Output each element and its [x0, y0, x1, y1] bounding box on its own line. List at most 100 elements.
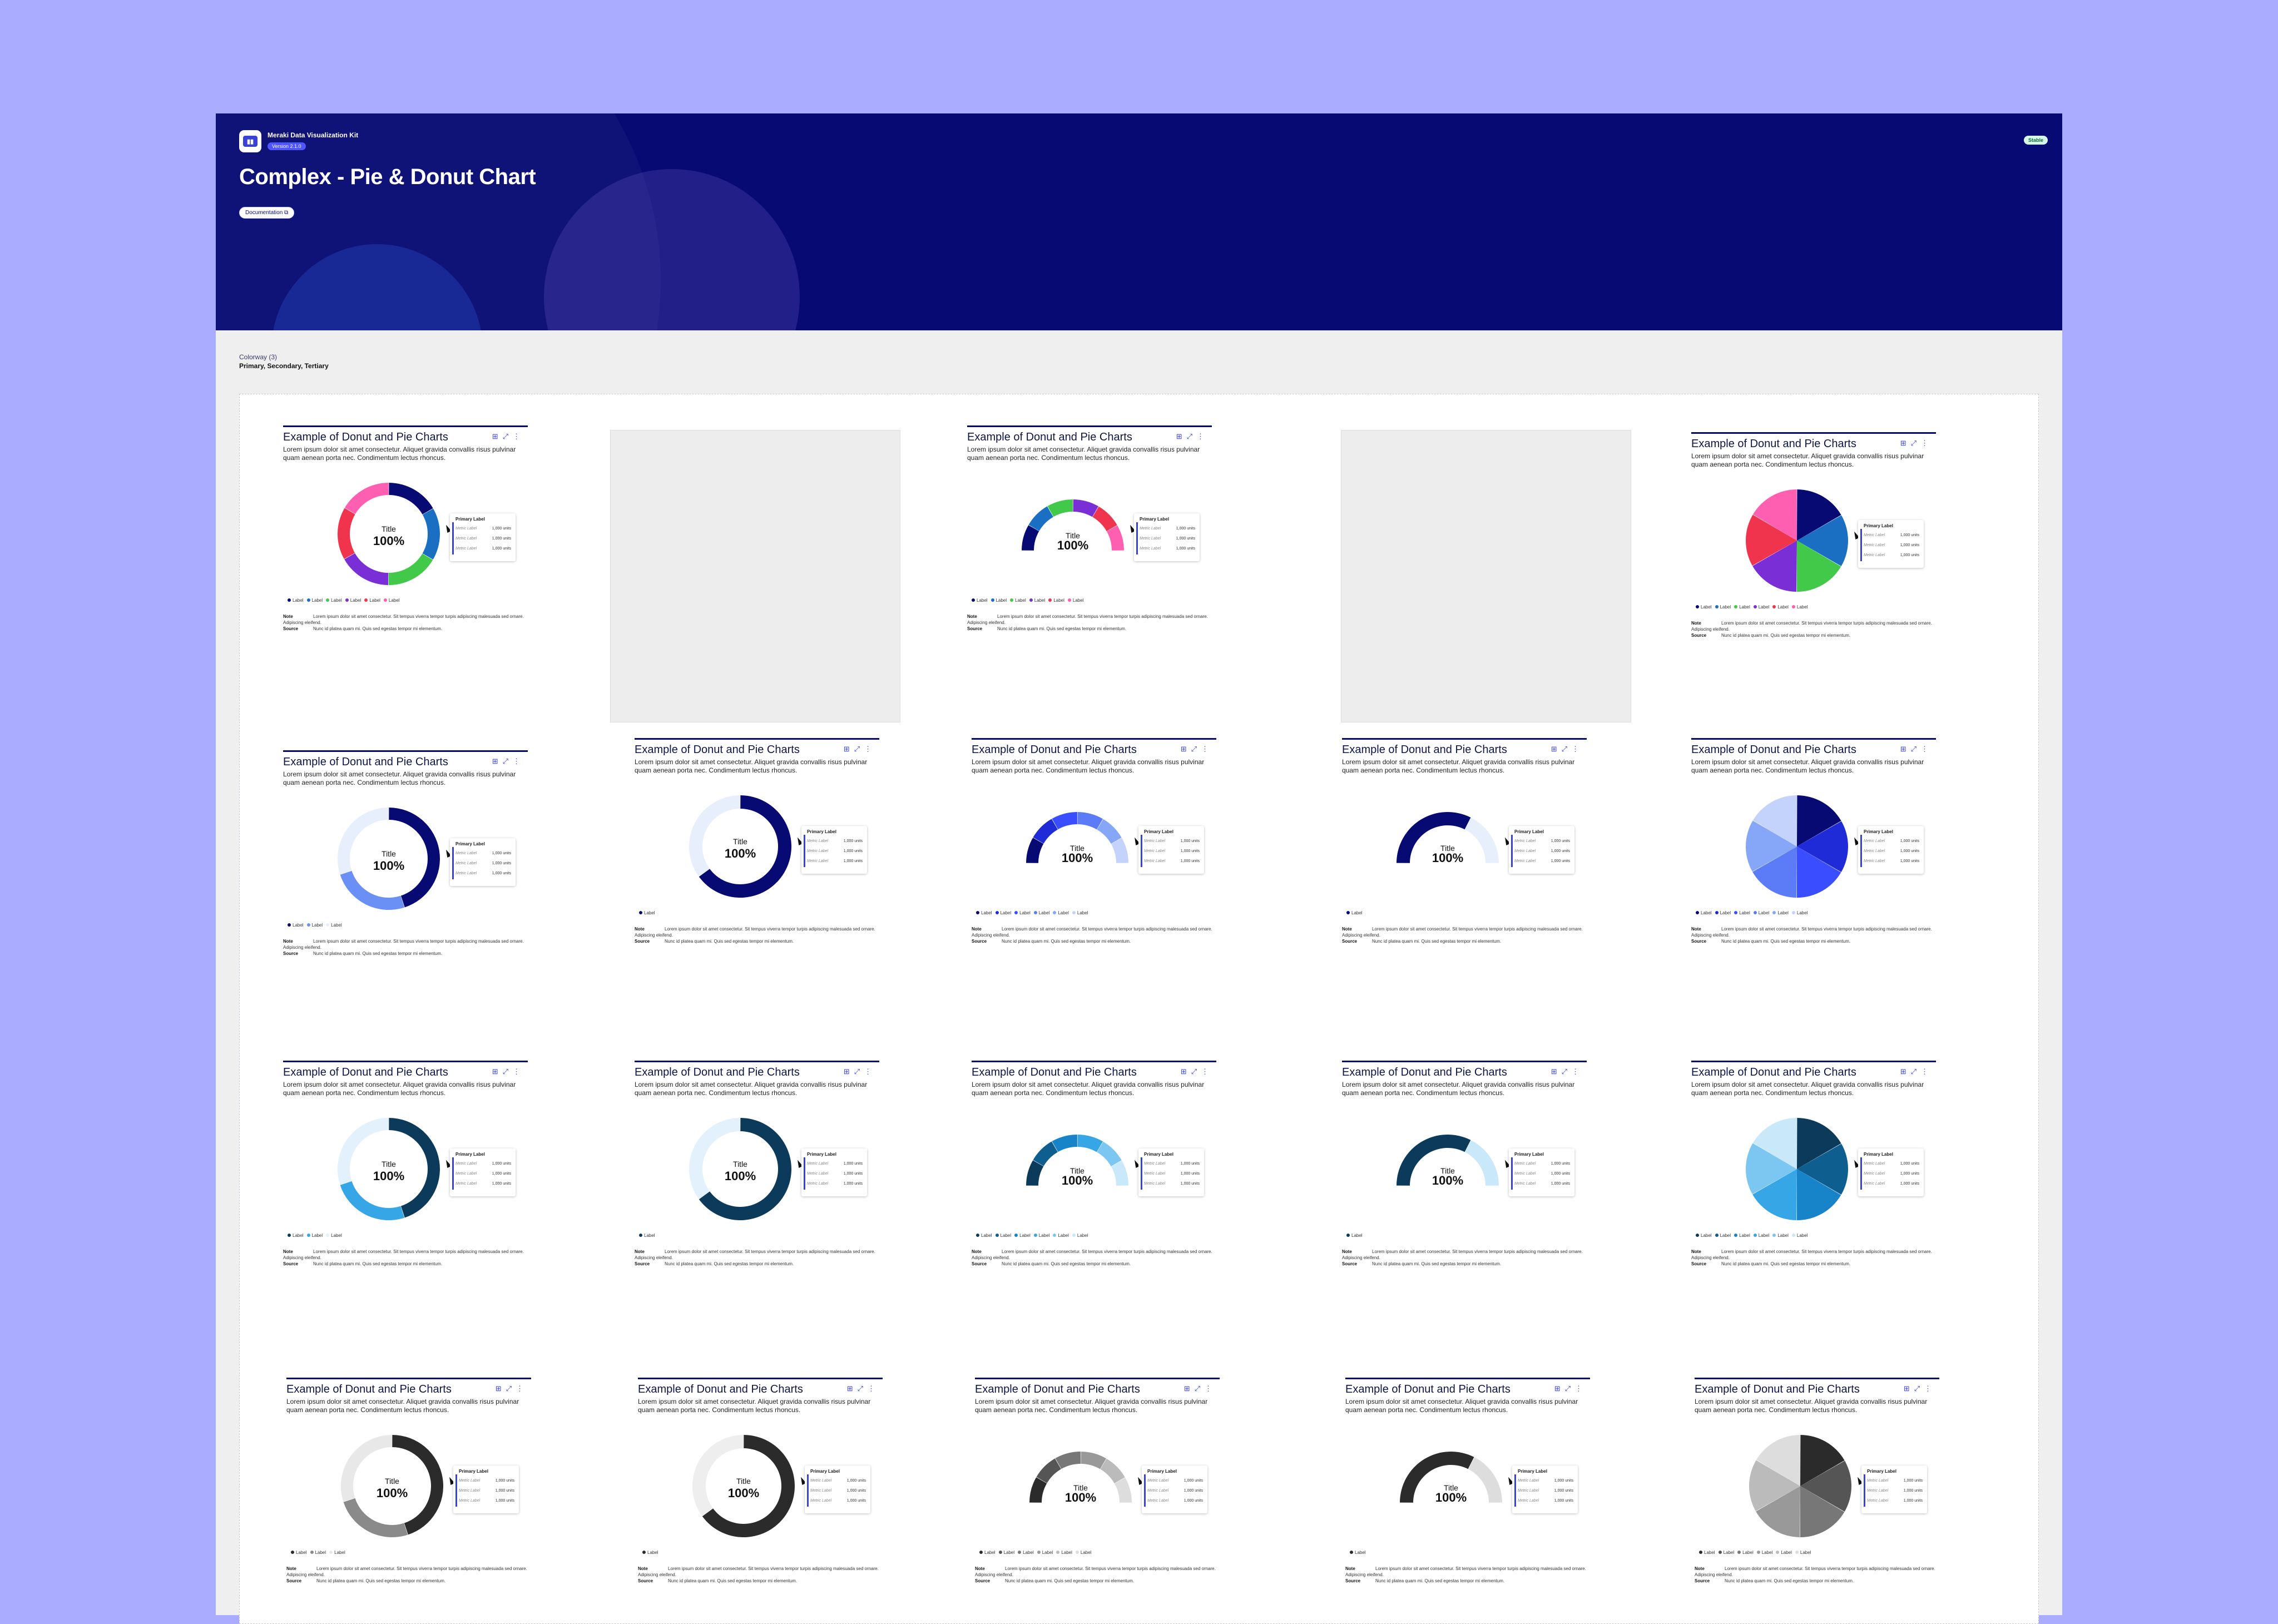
legend-item[interactable]: Label [1754, 1550, 1772, 1555]
legend-item[interactable]: Label [284, 598, 304, 603]
more-icon[interactable]: ⋮ [1197, 432, 1209, 440]
chart-segment[interactable] [1796, 846, 1841, 898]
chart-segment[interactable] [1055, 1452, 1081, 1469]
chart-segment[interactable] [1114, 1477, 1132, 1503]
chart-segment[interactable] [1033, 1141, 1058, 1166]
legend-item[interactable]: Label [1064, 598, 1083, 603]
legend-item[interactable]: Label [1792, 1550, 1811, 1555]
chart-segment[interactable] [389, 1118, 440, 1218]
chart-segment[interactable] [1797, 821, 1848, 873]
more-icon[interactable]: ⋮ [1572, 745, 1583, 753]
more-icon[interactable]: ⋮ [1921, 745, 1933, 753]
chart-segment[interactable] [1111, 838, 1128, 863]
donut-chart[interactable] [1736, 785, 1858, 908]
legend-item[interactable]: Label [968, 598, 988, 603]
expand-icon[interactable]: ⤢ [506, 1384, 516, 1393]
legend-item[interactable]: Label [323, 598, 342, 603]
legend-item[interactable]: Label [1789, 605, 1807, 610]
chart-segment[interactable] [392, 1435, 444, 1535]
legend-item[interactable]: Label [1769, 1233, 1789, 1238]
chart-segment[interactable] [1097, 819, 1122, 844]
legend-item[interactable]: Label [973, 910, 992, 915]
legend-item[interactable]: Label [1750, 1233, 1769, 1238]
legend-item[interactable]: Label [1772, 1550, 1792, 1555]
expand-icon[interactable]: ⤢ [1564, 1384, 1575, 1393]
chart-segment[interactable] [1028, 506, 1053, 531]
legend-item[interactable]: Label [1731, 1233, 1750, 1238]
expand-icon[interactable]: ⤢ [1191, 745, 1201, 753]
chart-segment[interactable] [1022, 525, 1039, 551]
legend-item[interactable]: Label [1014, 1550, 1034, 1555]
legend-item[interactable]: Label [1011, 1233, 1031, 1238]
chart-segment[interactable] [1073, 499, 1099, 517]
more-icon[interactable]: ⋮ [864, 745, 876, 753]
legend-item[interactable]: Label [1031, 1233, 1049, 1238]
more-icon[interactable]: ⋮ [1205, 1384, 1216, 1393]
expand-icon[interactable]: ⤢ [502, 432, 513, 440]
chart-segment[interactable] [1029, 1477, 1047, 1503]
chart-segment[interactable] [1077, 812, 1103, 830]
chart-segment[interactable] [1077, 1135, 1103, 1152]
table-icon[interactable]: ⊞ [1903, 1384, 1914, 1393]
documentation-button[interactable]: Documentation ⧉ [239, 207, 295, 219]
chart-segment[interactable] [1752, 846, 1797, 898]
legend-item[interactable]: Label [307, 1550, 326, 1555]
legend-item[interactable]: Label [1731, 910, 1750, 915]
chart-segment[interactable] [1756, 1435, 1800, 1486]
legend-item[interactable]: Label [1769, 605, 1789, 610]
legend-item[interactable]: Label [1734, 1550, 1754, 1555]
chart-segment[interactable] [1026, 838, 1044, 863]
chart-segment[interactable] [1746, 514, 1797, 566]
legend-item[interactable]: Label [326, 1550, 345, 1555]
table-icon[interactable]: ⊞ [843, 745, 854, 753]
table-icon[interactable]: ⊞ [492, 757, 503, 765]
legend-item[interactable]: Label [323, 923, 342, 928]
legend-item[interactable]: Label [1072, 1550, 1091, 1555]
legend-item[interactable]: Label [1692, 1233, 1712, 1238]
chart-segment[interactable] [389, 483, 433, 514]
legend-item[interactable]: Label [1712, 1233, 1731, 1238]
chart-segment[interactable] [1796, 1169, 1841, 1220]
chart-segment[interactable] [1036, 1458, 1061, 1483]
table-icon[interactable]: ⊞ [846, 1384, 858, 1393]
legend-item[interactable]: Label [284, 923, 304, 928]
expand-icon[interactable]: ⤢ [857, 1384, 868, 1393]
table-icon[interactable]: ⊞ [843, 1067, 854, 1076]
legend-item[interactable]: Label [996, 1550, 1014, 1555]
chart-segment[interactable] [1396, 812, 1471, 863]
chart-segment[interactable] [1097, 1141, 1122, 1167]
chart-segment[interactable] [1797, 1118, 1841, 1169]
chart-segment[interactable] [1797, 515, 1848, 567]
legend-item[interactable]: Label [1031, 910, 1049, 915]
legend-item[interactable]: Label [1692, 910, 1712, 915]
chart-segment[interactable] [1800, 1460, 1851, 1512]
legend-item[interactable]: Label [992, 1233, 1011, 1238]
legend-item[interactable]: Label [639, 1550, 658, 1555]
legend-item[interactable]: Label [1026, 598, 1045, 603]
chart-segment[interactable] [344, 483, 389, 514]
chart-segment[interactable] [343, 1498, 408, 1537]
chart-segment[interactable] [702, 1435, 795, 1537]
table-icon[interactable]: ⊞ [1554, 1384, 1565, 1393]
chart-segment[interactable] [1797, 489, 1841, 541]
expand-icon[interactable]: ⤢ [1910, 745, 1921, 753]
chart-segment[interactable] [1052, 1135, 1077, 1152]
chart-segment[interactable] [1752, 795, 1797, 846]
legend-item[interactable]: Label [1343, 910, 1363, 915]
chart-segment[interactable] [1796, 541, 1841, 592]
legend-item[interactable]: Label [1069, 1233, 1088, 1238]
table-icon[interactable]: ⊞ [1900, 745, 1911, 753]
more-icon[interactable]: ⋮ [1575, 1384, 1587, 1393]
chart-segment[interactable] [422, 508, 440, 560]
